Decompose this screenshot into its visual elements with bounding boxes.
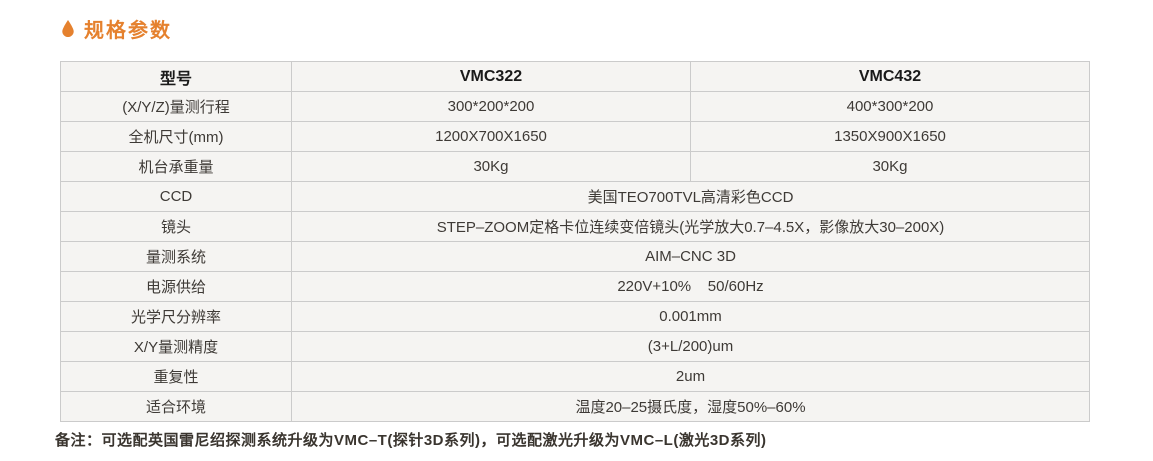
spec-label-cell: (X/Y/Z)量测行程 <box>60 91 292 122</box>
spec-value-cell: 1200X700X1650 <box>291 121 691 152</box>
spec-value-cell: AIM–CNC 3D <box>291 241 1090 272</box>
spec-label-cell: 镜头 <box>60 211 292 242</box>
spec-value-cell: 30Kg <box>690 151 1090 182</box>
droplet-icon <box>62 20 74 37</box>
table-row: (X/Y/Z)量测行程 300*200*200 400*300*200 <box>60 91 1090 122</box>
spec-value-cell: 1350X900X1650 <box>690 121 1090 152</box>
spec-table: 型号 VMC322 VMC432 (X/Y/Z)量测行程 300*200*200… <box>60 61 1090 422</box>
table-row: 镜头 STEP–ZOOM定格卡位连续变倍镜头(光学放大0.7–4.5X，影像放大… <box>60 211 1090 242</box>
table-row: 机台承重量 30Kg 30Kg <box>60 151 1090 182</box>
table-row: 全机尺寸(mm) 1200X700X1650 1350X900X1650 <box>60 121 1090 152</box>
section-title: 规格参数 <box>84 20 172 42</box>
header-model-label: 型号 <box>60 61 292 92</box>
header-model-vmc432: VMC432 <box>690 61 1090 92</box>
spec-label-cell: X/Y量测精度 <box>60 331 292 362</box>
table-row: 适合环境 温度20–25摄氏度，湿度50%–60% <box>60 391 1090 422</box>
spec-value-cell: 400*300*200 <box>690 91 1090 122</box>
section-header: 规格参数 <box>62 14 172 43</box>
table-row: 重复性 2um <box>60 361 1090 392</box>
spec-label-cell: 量测系统 <box>60 241 292 272</box>
table-row: X/Y量测精度 (3+L/200)um <box>60 331 1090 362</box>
spec-label-cell: CCD <box>60 181 292 212</box>
table-row: 电源供给 220V+10% 50/60Hz <box>60 271 1090 302</box>
table-row: 量测系统 AIM–CNC 3D <box>60 241 1090 272</box>
spec-label-cell: 机台承重量 <box>60 151 292 182</box>
spec-value-cell: STEP–ZOOM定格卡位连续变倍镜头(光学放大0.7–4.5X，影像放大30–… <box>291 211 1090 242</box>
spec-value-cell: 300*200*200 <box>291 91 691 122</box>
spec-value-cell: 30Kg <box>291 151 691 182</box>
header-model-vmc322: VMC322 <box>291 61 691 92</box>
spec-value-cell: (3+L/200)um <box>291 331 1090 362</box>
spec-value-cell: 2um <box>291 361 1090 392</box>
spec-label-cell: 光学尺分辨率 <box>60 301 292 332</box>
spec-label-cell: 适合环境 <box>60 391 292 422</box>
spec-label-cell: 全机尺寸(mm) <box>60 121 292 152</box>
spec-value-cell: 0.001mm <box>291 301 1090 332</box>
spec-label-cell: 电源供给 <box>60 271 292 302</box>
table-header-row: 型号 VMC322 VMC432 <box>60 61 1090 92</box>
footnote: 备注：可选配英国雷尼绍探测系统升级为VMC–T(探针3D系列)，可选配激光升级为… <box>55 432 767 449</box>
spec-value-cell: 美国TEO700TVL高清彩色CCD <box>291 181 1090 212</box>
table-row: 光学尺分辨率 0.001mm <box>60 301 1090 332</box>
table-row: CCD 美国TEO700TVL高清彩色CCD <box>60 181 1090 212</box>
spec-value-cell: 温度20–25摄氏度，湿度50%–60% <box>291 391 1090 422</box>
spec-label-cell: 重复性 <box>60 361 292 392</box>
spec-value-cell: 220V+10% 50/60Hz <box>291 271 1090 302</box>
